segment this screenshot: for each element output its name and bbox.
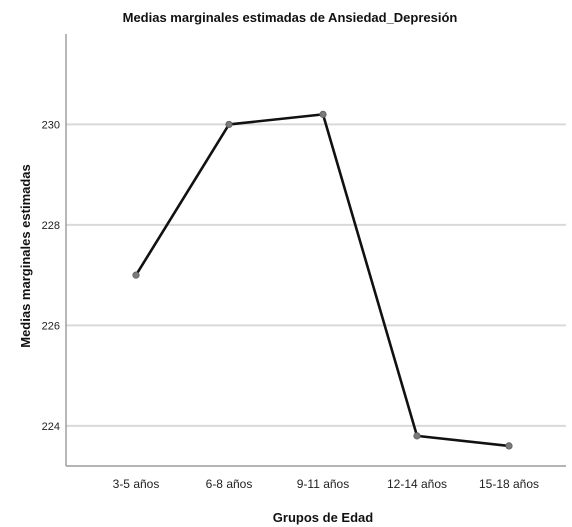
x-axis-label: Grupos de Edad bbox=[273, 510, 373, 525]
tick-label-layer: 224 226 228 230 3-5 años 6-8 años 9-11 años 12-… bbox=[42, 119, 539, 491]
data-point bbox=[132, 271, 140, 279]
y-tick-label: 230 bbox=[42, 119, 60, 131]
series-line bbox=[134, 113, 511, 448]
axis-layer bbox=[65, 34, 566, 467]
data-point bbox=[413, 432, 421, 440]
x-tick-label: 9-11 años bbox=[297, 477, 349, 491]
series-layer bbox=[134, 113, 511, 448]
data-point bbox=[319, 110, 327, 118]
grid-layer bbox=[66, 123, 566, 427]
y-axis-label: Medias marginales estimadas bbox=[18, 164, 33, 348]
x-tick-label: 6-8 años bbox=[206, 477, 253, 491]
x-tick-label: 3-5 años bbox=[113, 477, 160, 491]
data-point bbox=[225, 120, 233, 129]
x-tick-label: 15-18 años bbox=[479, 477, 539, 491]
y-tick-label: 224 bbox=[42, 421, 60, 433]
chart-title: Medias marginales estimadas de Ansiedad_… bbox=[123, 10, 458, 25]
x-tick-label: 12-14 años bbox=[387, 477, 447, 491]
y-tick-label: 228 bbox=[42, 220, 60, 232]
marker-layer bbox=[132, 110, 513, 450]
data-point bbox=[505, 442, 513, 450]
y-tick-label: 226 bbox=[42, 320, 60, 332]
